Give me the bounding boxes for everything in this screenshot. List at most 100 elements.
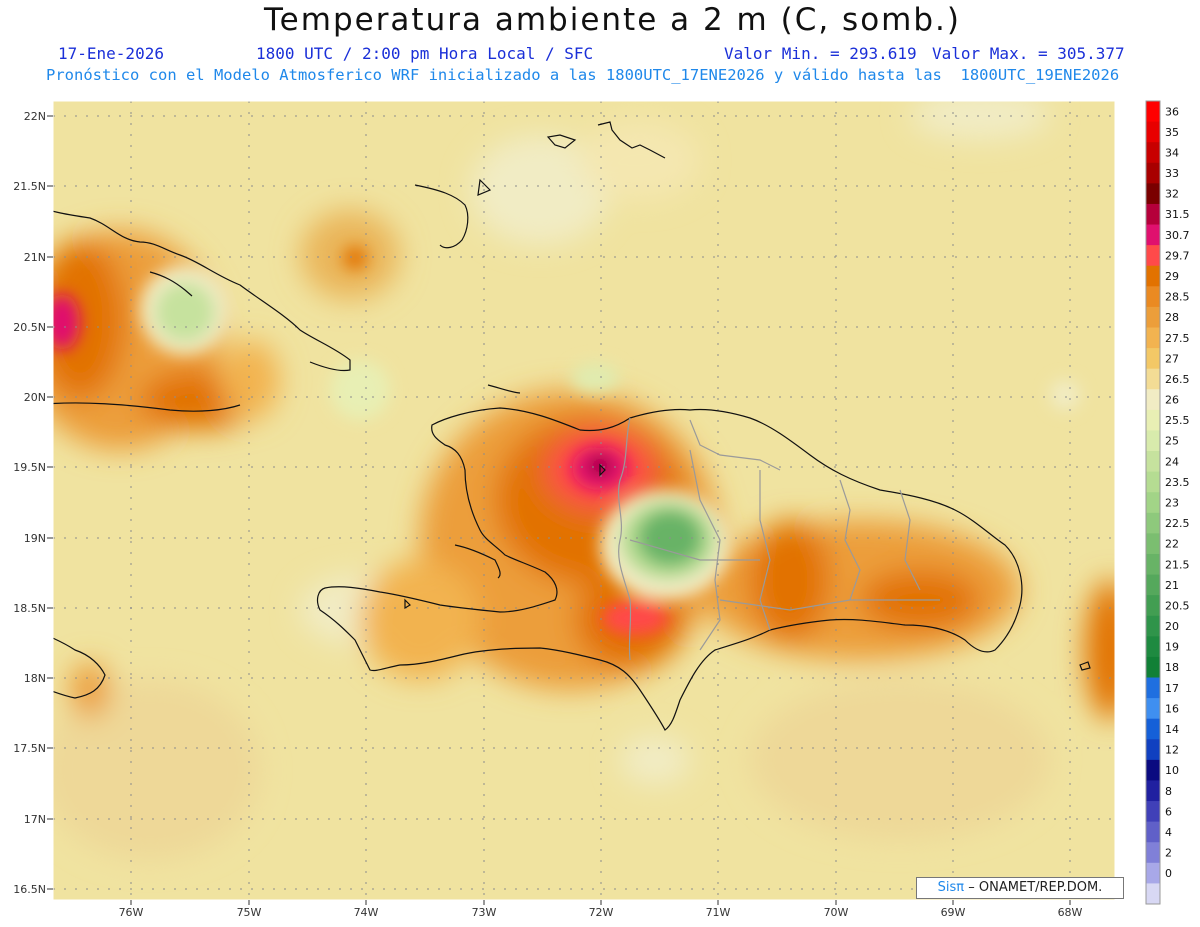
graticule: [53, 101, 1115, 900]
colorbar-label: 6: [1165, 805, 1172, 818]
colorbar-label: 8: [1165, 785, 1172, 798]
colorbar-label: 25.5: [1165, 414, 1190, 427]
map-title: Temperatura ambiente a 2 m (C, somb.): [264, 2, 961, 38]
colorbar-swatch: [1146, 862, 1160, 884]
colorbar-swatch: [1146, 245, 1160, 267]
lat-label: 18N: [24, 672, 46, 685]
colorbar-label: 17: [1165, 682, 1179, 695]
colorbar-swatch: [1146, 430, 1160, 452]
colorbar-label: 33: [1165, 167, 1179, 180]
value-max: Valor Max. = 305.377: [932, 44, 1125, 63]
colorbar-label: 28.5: [1165, 291, 1190, 304]
colorbar-label: 29.7: [1165, 249, 1190, 262]
colorbar-swatch: [1146, 409, 1160, 431]
colorbar-label: 10: [1165, 764, 1179, 777]
colorbar-swatch: [1146, 368, 1160, 390]
lat-label: 22N: [24, 110, 46, 123]
colorbar-swatch: [1146, 492, 1160, 514]
colorbar-label: 21.5: [1165, 558, 1190, 571]
colorbar-swatch: [1146, 183, 1160, 205]
lat-label: 21.5N: [13, 180, 46, 193]
colorbar-swatch: [1146, 348, 1160, 370]
lat-label: 19N: [24, 532, 46, 545]
lon-label: 75W: [237, 906, 262, 919]
colorbar-swatch: [1146, 801, 1160, 823]
colorbar-swatch: [1146, 101, 1160, 123]
colorbar-label: 29: [1165, 270, 1179, 283]
colorbar-label: 0: [1165, 867, 1172, 880]
value-min: Valor Min. = 293.619: [724, 44, 917, 63]
colorbar-label: 19: [1165, 641, 1179, 654]
colorbar-swatch: [1146, 533, 1160, 555]
colorbar-swatch: [1146, 739, 1160, 761]
lon-label: 69W: [941, 906, 966, 919]
credit-text: – ONAMET/REP.DOM.: [968, 880, 1103, 895]
colorbar-swatch: [1146, 451, 1160, 473]
lon-label: 70W: [824, 906, 849, 919]
borders: [617, 417, 940, 661]
longitude-labels: 76W 75W 74W 73W 72W 71W 70W 69W 68W: [119, 900, 1083, 919]
colorbar-label: 26: [1165, 394, 1179, 407]
colorbar-label: 12: [1165, 744, 1179, 757]
colorbar-swatch: [1146, 286, 1160, 308]
colorbar-label: 14: [1165, 723, 1179, 736]
colorbar-label: 23.5: [1165, 476, 1190, 489]
colorbar-label: 27: [1165, 352, 1179, 365]
colorbar-label: 22.5: [1165, 517, 1190, 530]
lon-label: 76W: [119, 906, 144, 919]
coastlines: [53, 121, 1091, 731]
colorbar-swatch: [1146, 677, 1160, 699]
colorbar-swatch: [1146, 121, 1160, 143]
sis-pi-logo: Sisπ: [937, 880, 965, 895]
colorbar-swatch: [1146, 883, 1160, 905]
colorbar-swatch: [1146, 162, 1160, 184]
colorbar-swatch: [1146, 615, 1160, 637]
colorbar-swatch: [1146, 327, 1160, 349]
colorbar-label: 24: [1165, 455, 1179, 468]
lon-label: 71W: [706, 906, 731, 919]
colorbar-label: 26.5: [1165, 373, 1190, 386]
colorbar-label: 21: [1165, 579, 1179, 592]
forecast-date: 17-Ene-2026: [58, 44, 164, 63]
colorbar-swatch: [1146, 842, 1160, 864]
colorbar-swatch: [1146, 203, 1160, 226]
colorbar-label: 16: [1165, 702, 1179, 715]
colorbar-swatch: [1146, 698, 1160, 720]
lat-label: 18.5N: [13, 602, 46, 615]
lon-label: 72W: [589, 906, 614, 919]
lat-label: 19.5N: [13, 461, 46, 474]
colorbar-swatch: [1146, 142, 1160, 164]
colorbar-label: 27.5: [1165, 332, 1190, 345]
colorbar-swatch: [1146, 780, 1160, 802]
colorbar-swatch: [1146, 306, 1160, 328]
colorbar-label: 18: [1165, 661, 1179, 674]
colorbar-swatch: [1146, 471, 1160, 493]
colorbar-swatch: [1146, 595, 1160, 617]
lat-label: 17.5N: [13, 742, 46, 755]
lon-label: 74W: [354, 906, 379, 919]
lon-label: 73W: [472, 906, 497, 919]
colorbar-label: 28: [1165, 311, 1179, 324]
colorbar-frame: [1145, 100, 1161, 905]
lat-label: 21N: [24, 251, 46, 264]
colorbar-swatch: [1146, 636, 1160, 658]
forecast-description: Pronóstico con el Modelo Atmosferico WRF…: [46, 66, 1120, 84]
colorbar-label: 35: [1165, 126, 1179, 139]
colorbar-label: 25: [1165, 435, 1179, 448]
lat-label: 20.5N: [13, 321, 46, 334]
colorbar-swatch: [1146, 389, 1160, 411]
lat-label: 16.5N: [13, 883, 46, 896]
colorbar-label: 4: [1165, 826, 1172, 839]
colorbar-swatch: [1146, 759, 1160, 781]
lon-label: 68W: [1058, 906, 1083, 919]
colorbar-label: 20: [1165, 620, 1179, 633]
colorbar-swatch: [1146, 718, 1160, 740]
colorbar-swatch: [1146, 512, 1160, 534]
colorbar: 363534333231.530.729.72928.52827.52726.5…: [1145, 100, 1190, 905]
colorbar-label: 36: [1165, 105, 1179, 118]
colorbar-swatch: [1146, 821, 1160, 843]
colorbar-label: 31.5: [1165, 208, 1190, 221]
colorbar-swatch: [1146, 265, 1160, 287]
colorbar-swatch: [1146, 553, 1160, 576]
